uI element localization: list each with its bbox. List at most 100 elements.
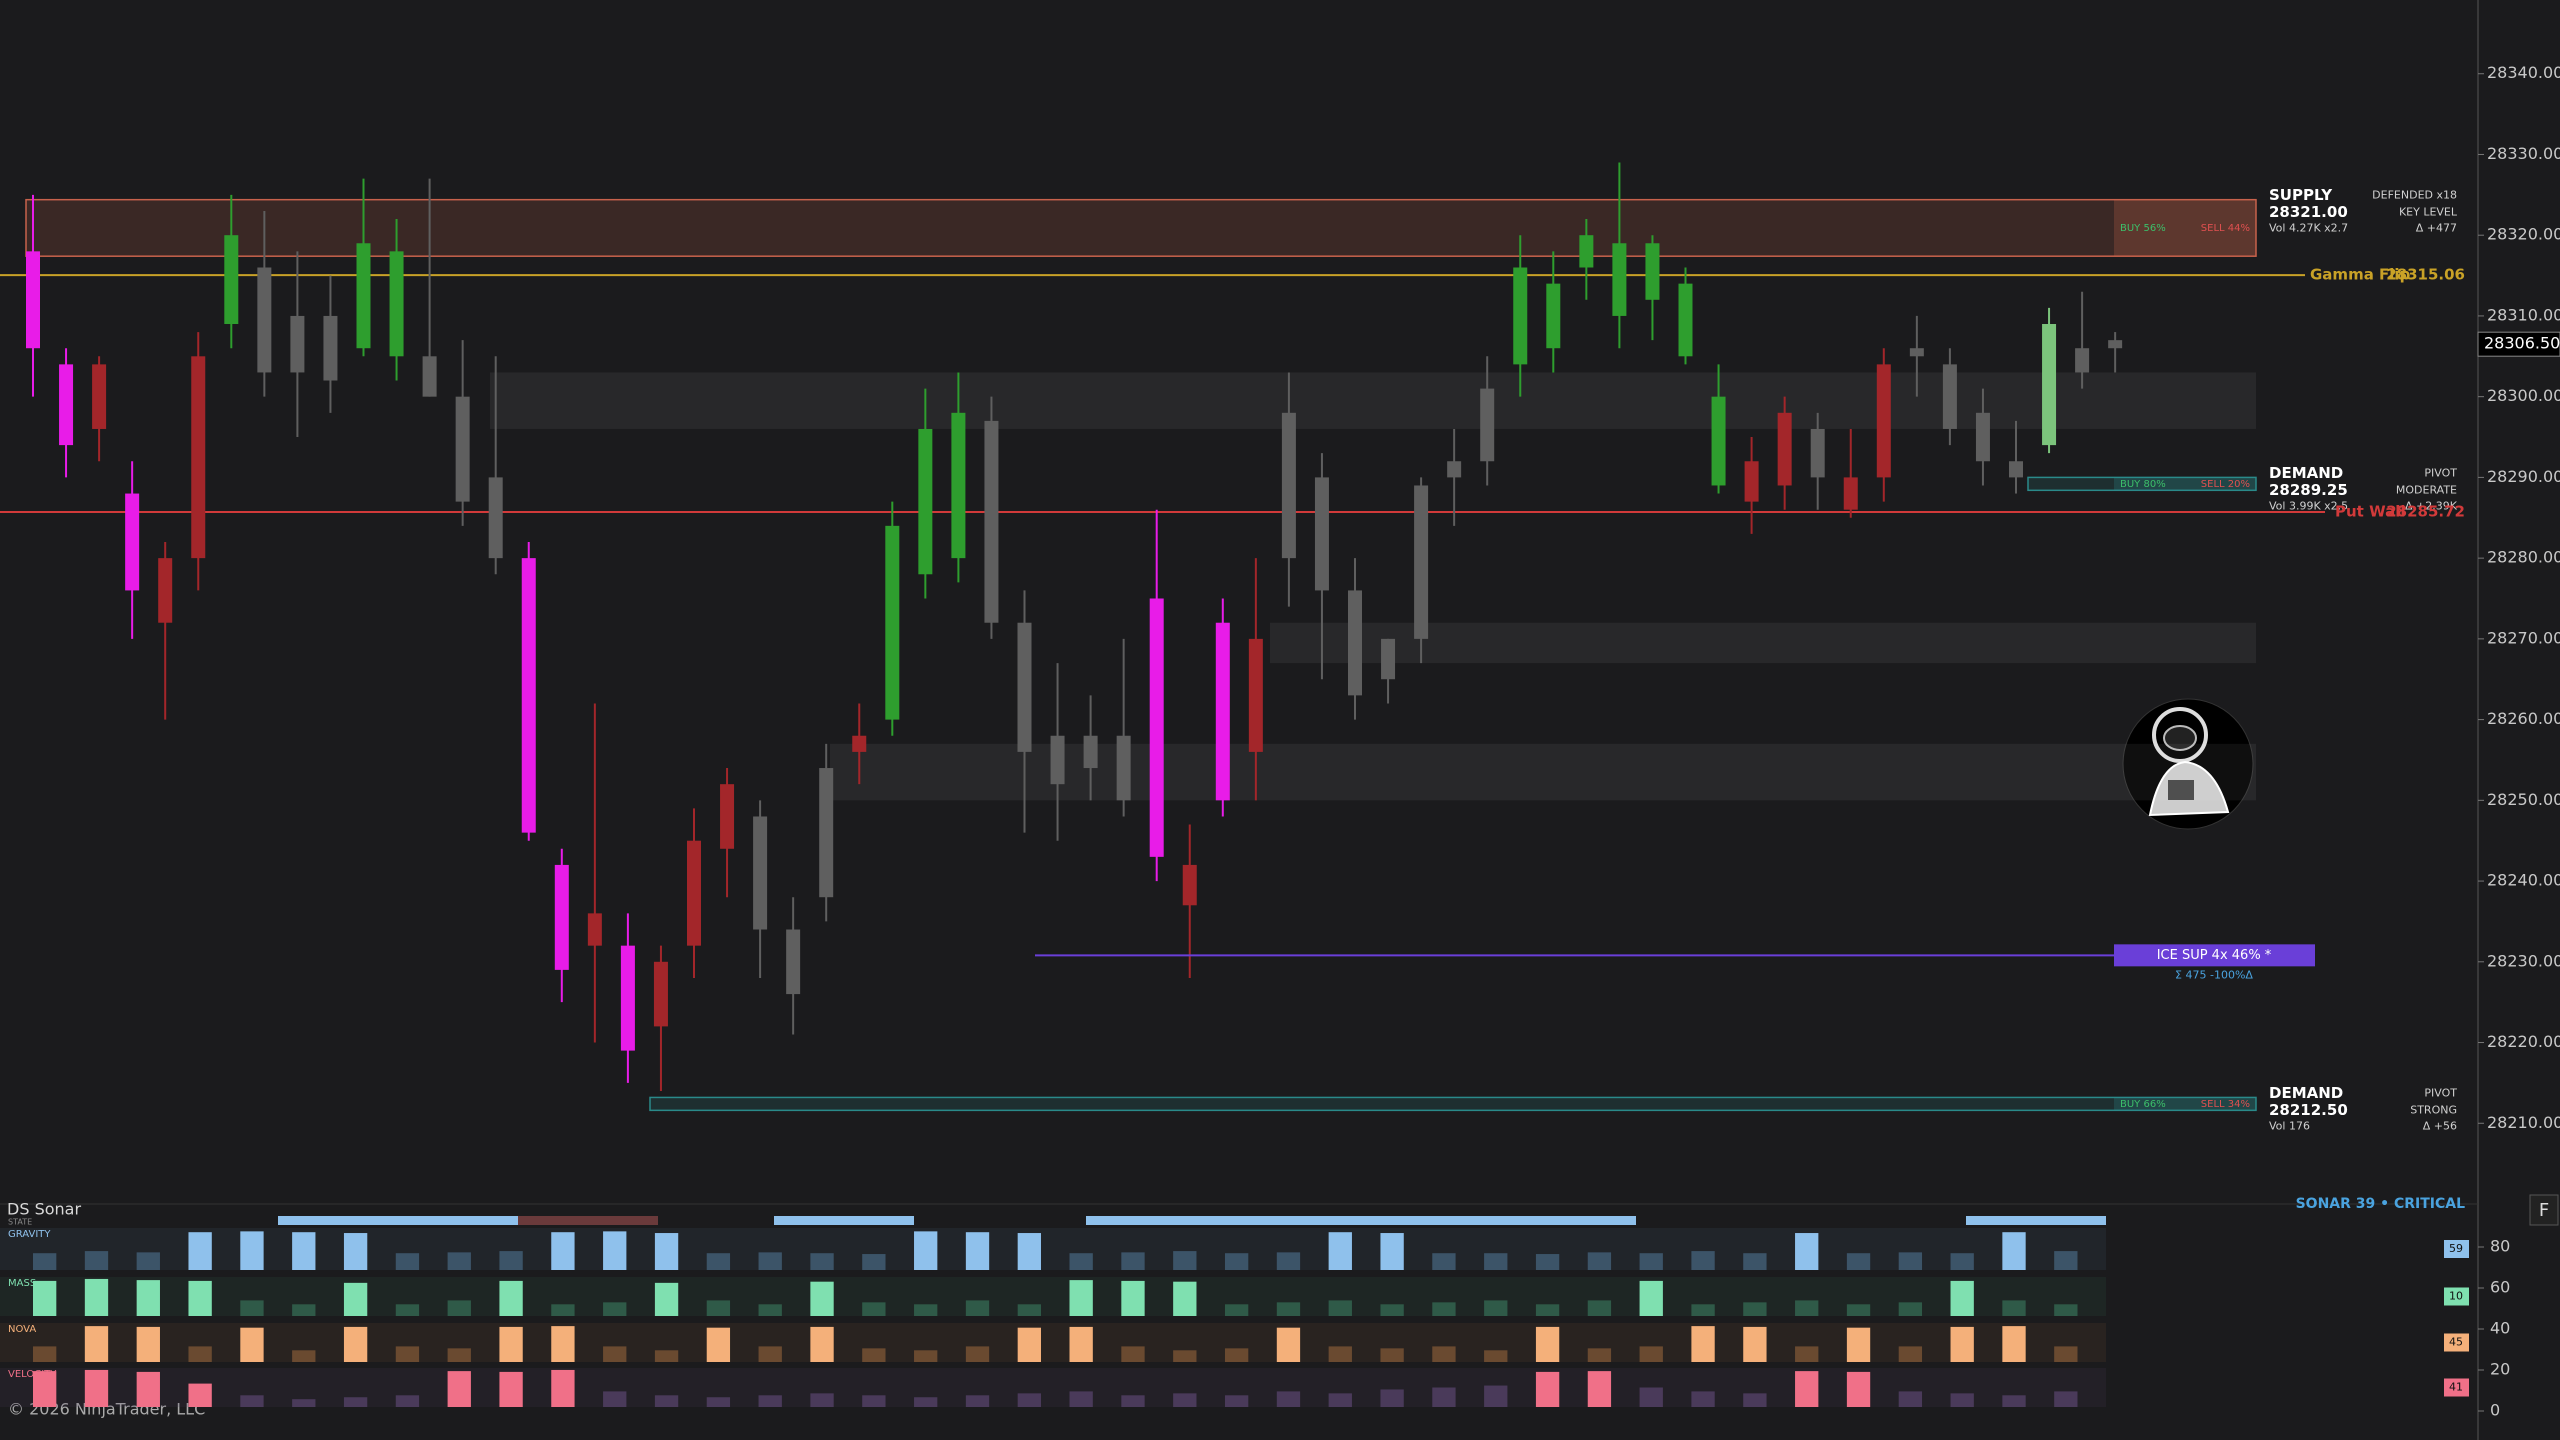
candle-body (488, 477, 503, 559)
row-bar (1846, 1253, 1871, 1270)
row-bar (965, 1300, 990, 1316)
y-tick-label: 28240.00 (2487, 871, 2560, 890)
row-band (0, 1228, 2106, 1270)
y-tick-label: 28320.00 (2487, 225, 2560, 244)
candle-body (455, 396, 470, 502)
row-bar (1224, 1304, 1249, 1316)
candle-body (1975, 412, 1990, 462)
zone-price: 28212.50 (2269, 1101, 2348, 1119)
row-bar (914, 1397, 938, 1407)
y-tick-label: 28210.00 (2487, 1113, 2560, 1132)
row-bar (1743, 1302, 1767, 1316)
candle-body (1414, 485, 1429, 639)
zone-status: PIVOT (2424, 466, 2457, 479)
row-bar (1639, 1346, 1663, 1362)
candle-body (158, 558, 173, 623)
row-bar (1380, 1348, 1404, 1362)
row-bar (1328, 1346, 1352, 1362)
candle-body (1314, 477, 1329, 591)
row-bar (33, 1346, 57, 1362)
candle-body (653, 961, 668, 1027)
row-badge-value: 10 (2449, 1290, 2463, 1303)
row-bar (862, 1348, 886, 1362)
logo-visor (2163, 725, 2197, 751)
row-bar (758, 1346, 782, 1362)
candle-body (720, 784, 735, 849)
candle-body (819, 768, 834, 898)
row-bar (240, 1300, 264, 1316)
row-bar (1535, 1254, 1560, 1270)
row-band (0, 1277, 2106, 1316)
row-bar (1898, 1252, 1923, 1270)
candle-body (191, 356, 206, 559)
zone-flow-box (2114, 1097, 2256, 1111)
row-bar (499, 1371, 523, 1407)
last-price-label: 28306.50 (2484, 334, 2560, 353)
panel-button[interactable] (2529, 1194, 2559, 1226)
row-bar (84, 1278, 109, 1316)
row-bar (1069, 1326, 1093, 1362)
shaded-zone (1270, 622, 2256, 664)
y-tick-label: 28230.00 (2487, 951, 2560, 970)
row-bar (343, 1282, 368, 1316)
candle-body (885, 525, 900, 720)
row-bar (1380, 1233, 1404, 1270)
candle-body (1017, 622, 1032, 752)
row-bar (654, 1282, 679, 1316)
zone-sell: SELL 34% (2201, 1099, 2250, 1110)
row-bar (240, 1327, 264, 1362)
row-bar (862, 1254, 886, 1270)
candle-body (852, 735, 867, 752)
row-bar (1795, 1346, 1819, 1362)
row-bar (1950, 1326, 1974, 1362)
row-bar (1432, 1387, 1456, 1407)
candle-body (1149, 598, 1164, 857)
row-bar (1898, 1391, 1923, 1407)
last-price-tag (2477, 331, 2560, 357)
y-tick-label: 28250.00 (2487, 790, 2560, 809)
state-segment (278, 1216, 518, 1225)
row-badge (2444, 1378, 2469, 1397)
level-name: Gamma Flip (2310, 266, 2411, 284)
row-bar (810, 1326, 834, 1362)
candle-body (257, 267, 272, 373)
row-badge-value: 59 (2449, 1242, 2463, 1255)
candle-body (1182, 864, 1197, 906)
logo-pack (2168, 780, 2194, 800)
row-badge-value: 41 (2449, 1381, 2463, 1394)
y-tick-label: 28340.00 (2487, 63, 2560, 82)
sonar-status: SONAR 39 • CRITICAL (2296, 1196, 2466, 1212)
zone-volume: Vol 176 (2269, 1119, 2310, 1132)
panel-button-label[interactable]: F (2539, 1200, 2549, 1221)
zone-delta: Δ +56 (2423, 1119, 2457, 1132)
candle-body (1612, 243, 1627, 316)
row-bar (1691, 1326, 1715, 1362)
candle-body (1215, 622, 1230, 801)
candle-body (521, 558, 536, 833)
zone-strength: MODERATE (2396, 483, 2457, 496)
row-bar (862, 1395, 886, 1407)
row-bar (188, 1280, 212, 1316)
row-bar (603, 1391, 627, 1407)
candle-body (356, 243, 371, 349)
row-bar (136, 1371, 160, 1407)
candle-body (1050, 735, 1065, 785)
row-badge-value: 45 (2449, 1336, 2463, 1349)
row-bar (965, 1346, 990, 1362)
row-bar (136, 1326, 160, 1362)
row-bar (499, 1326, 523, 1362)
candle-body (1348, 590, 1362, 696)
row-bar (292, 1399, 316, 1407)
row-bar (1069, 1280, 1093, 1316)
row-bar (810, 1253, 834, 1270)
row-bar (1173, 1393, 1197, 1407)
level-value: 28315.06 (2386, 266, 2465, 284)
zone-sell: SELL 44% (2201, 223, 2250, 234)
row-bar (2002, 1300, 2026, 1316)
row-bar (965, 1232, 990, 1270)
row-bar (1484, 1300, 1508, 1316)
row-bar (706, 1397, 731, 1407)
row-bar (1639, 1253, 1663, 1270)
zone-status: PIVOT (2424, 1086, 2457, 1099)
row-bar (1484, 1350, 1508, 1362)
